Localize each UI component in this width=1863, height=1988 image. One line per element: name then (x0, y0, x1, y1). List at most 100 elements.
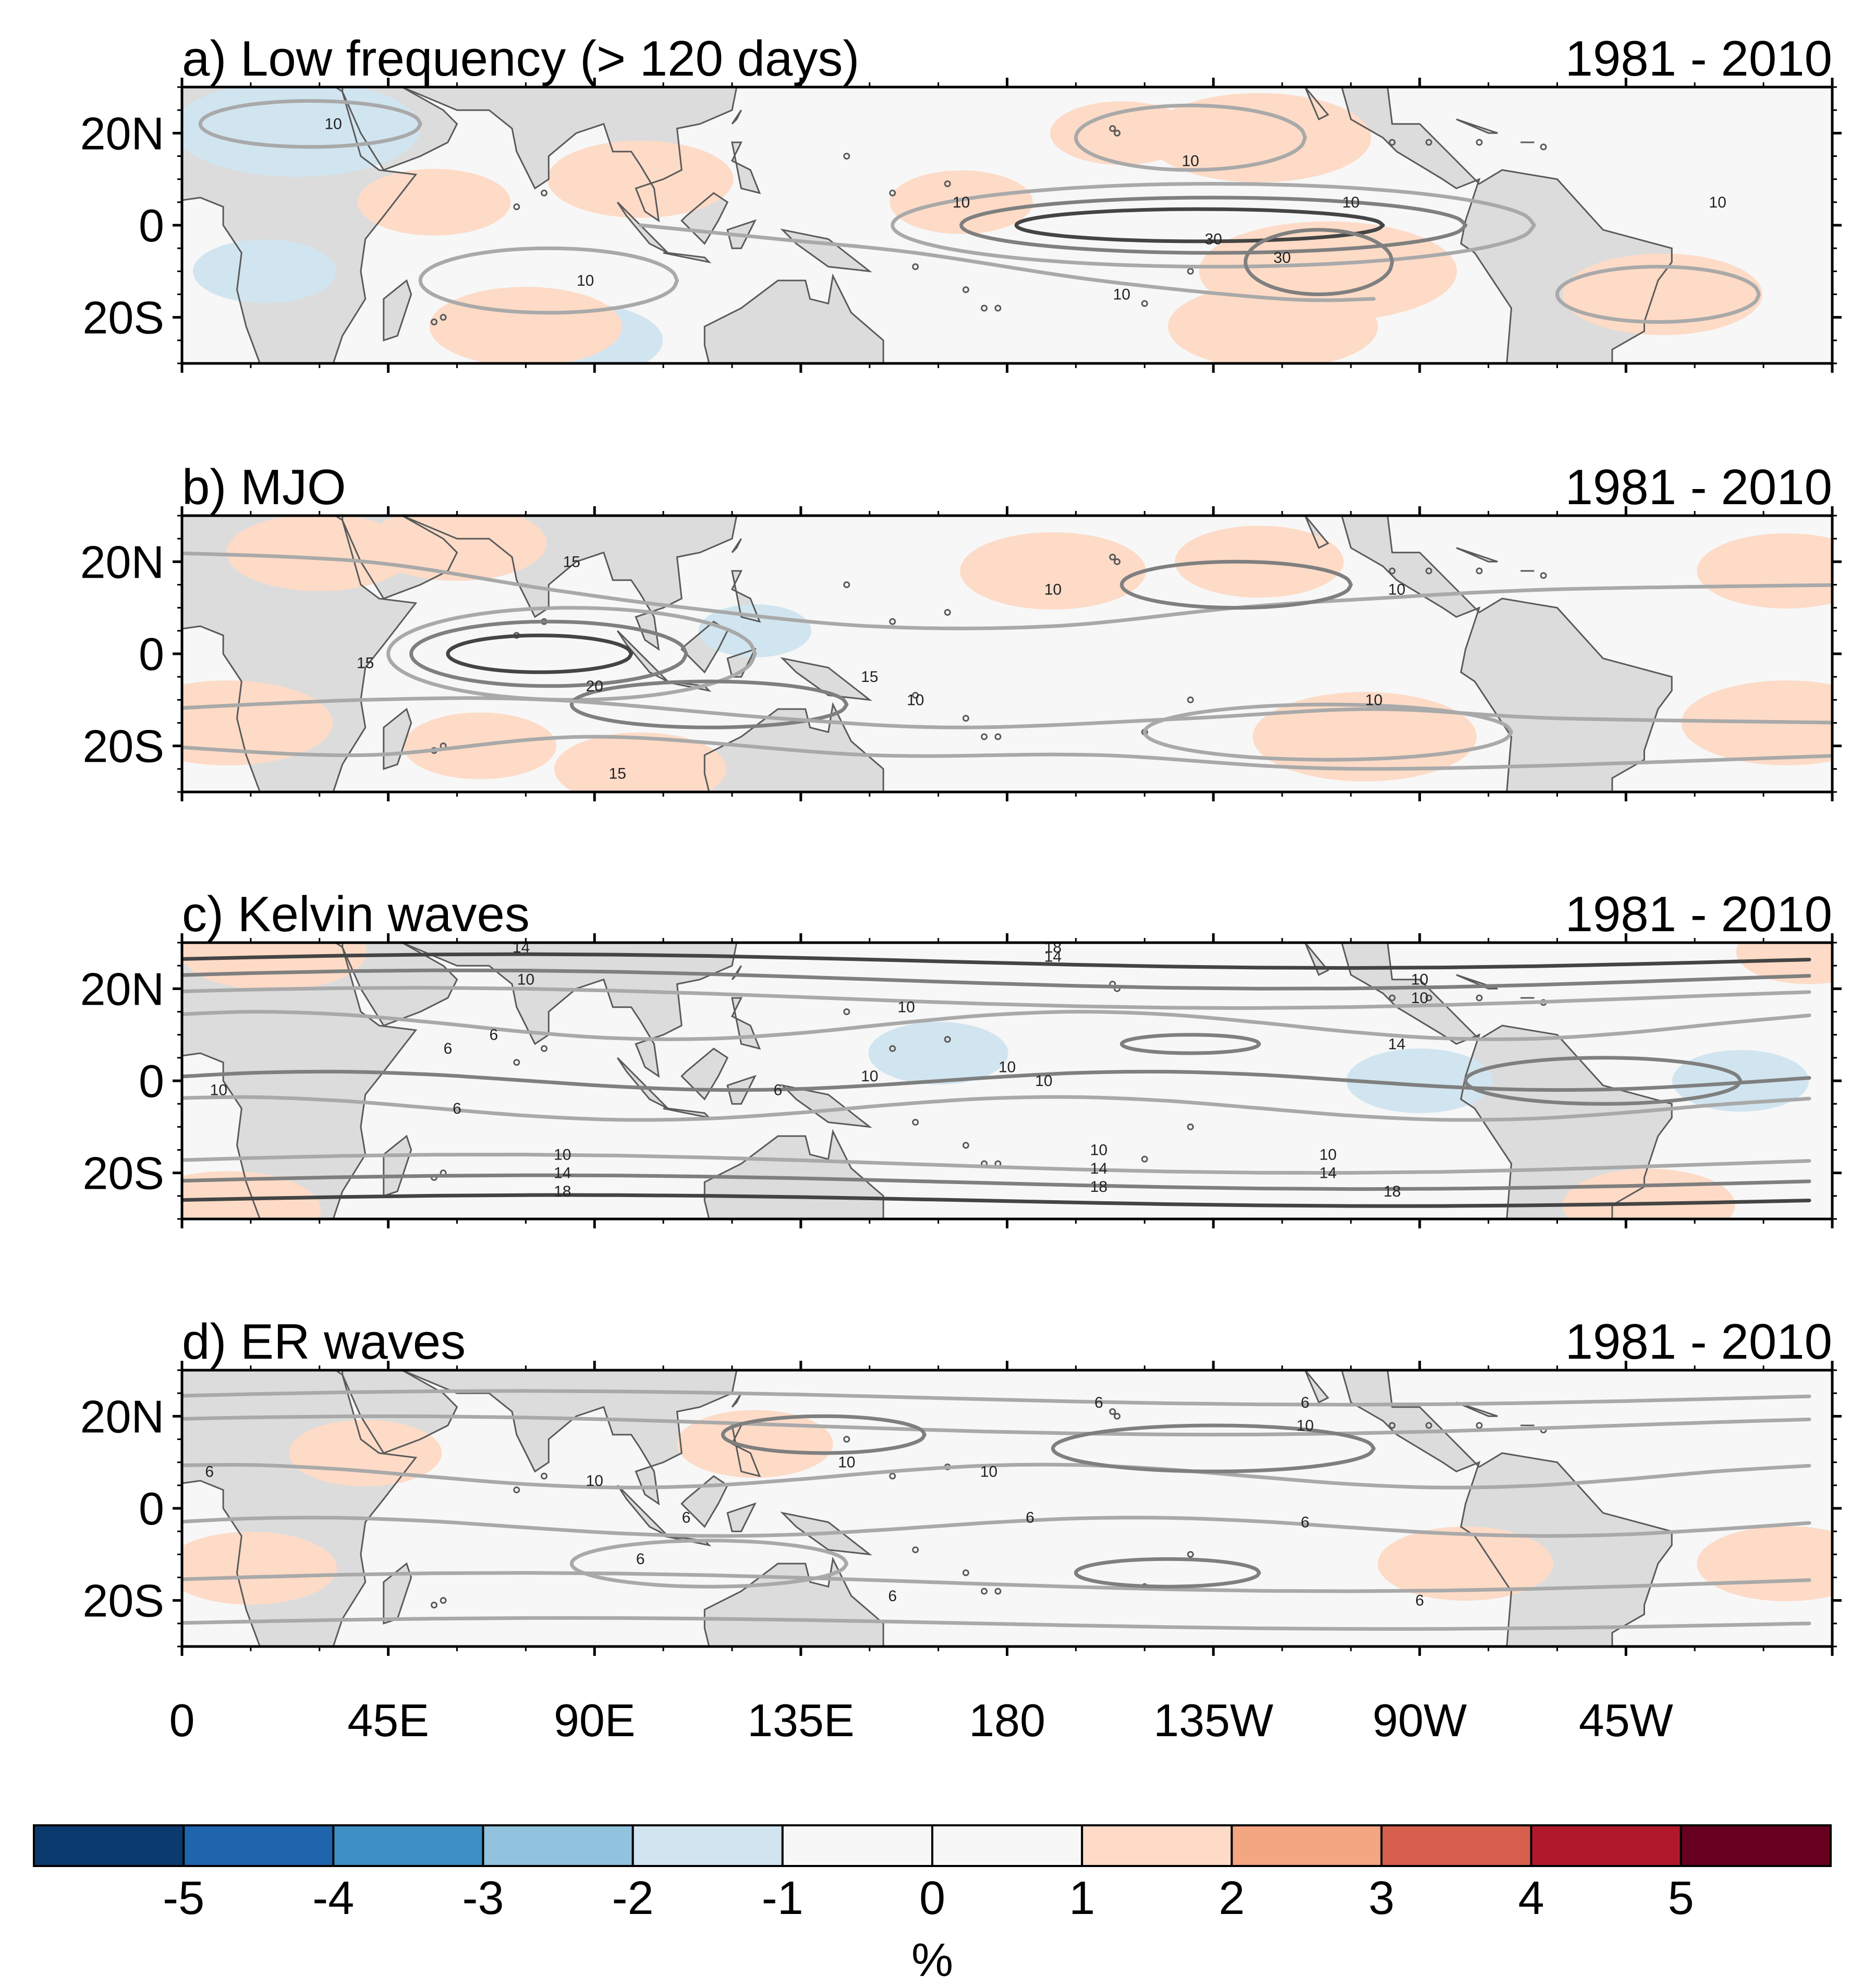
island (1540, 143, 1547, 151)
land-mass (704, 276, 884, 363)
coastline (1304, 87, 1330, 120)
coastline (383, 1135, 412, 1197)
island (1141, 1155, 1148, 1163)
colorbar-tick-label: 5 (1668, 1872, 1694, 1924)
island (912, 692, 919, 699)
colorbar-bin (1380, 1824, 1532, 1867)
coastline (663, 252, 712, 264)
contour-line (182, 1571, 1811, 1593)
anomaly-cell (182, 1531, 337, 1605)
contour-label: 10 (999, 1059, 1016, 1076)
island (1476, 1422, 1483, 1429)
contour-line (182, 1414, 1811, 1437)
map-area: 15 15 20 15 10 15 10 10 10 (182, 516, 1832, 792)
colorbar-tick-label: -1 (762, 1872, 803, 1924)
map-area: 1410661061010141810141810101410141810181… (182, 943, 1832, 1219)
contour-labels: 15 15 20 15 10 15 10 10 10 (357, 553, 1406, 782)
panel-period: 1981 - 2010 (1565, 459, 1832, 515)
longitude-axis: 0 45E 90E 135E 180 135W 90W 45W (169, 1694, 1673, 1746)
coastline (1456, 547, 1498, 563)
panel-title: d) ER waves (182, 1314, 466, 1370)
contour-label: 10 (907, 691, 924, 709)
contour-line (1014, 207, 1385, 243)
island (1476, 994, 1483, 1002)
contour-label: 6 (444, 1040, 453, 1057)
island (962, 1142, 969, 1149)
latitude-tick-label: 20S (82, 721, 164, 772)
map-area: 6 10 6 6 10 10 6 6 6 10 6 6 6 (182, 1370, 1832, 1646)
colorbar-bin (1081, 1824, 1233, 1867)
island (912, 1119, 919, 1126)
land-mass (1342, 943, 1672, 1219)
contour-line (182, 1389, 1811, 1407)
colorbar-bin (1679, 1824, 1832, 1867)
coastline (780, 1084, 872, 1128)
variance-contours (198, 99, 1761, 324)
colorbar-tick-label: -5 (163, 1872, 204, 1924)
island (541, 1472, 548, 1480)
latitude-tick-label: 0 (139, 1055, 164, 1107)
coastline (342, 516, 458, 600)
island (912, 263, 919, 270)
longitude-tick-label: 90E (554, 1694, 636, 1746)
coastline (1341, 87, 1673, 363)
anomaly-cell (182, 87, 420, 177)
longitude-tick-label: 0 (169, 1694, 195, 1746)
contour-label: 15 (861, 668, 878, 686)
anomaly-cell (1736, 943, 1832, 984)
contour-label: 10 (1182, 152, 1199, 169)
island (944, 180, 951, 187)
contour-line (569, 1539, 849, 1589)
coastline (182, 516, 418, 792)
island (994, 733, 1002, 740)
anomaly-shading (182, 516, 1832, 792)
contour-label: 18 (554, 1183, 571, 1200)
land-mass (782, 1085, 870, 1127)
contour-line (182, 952, 1811, 970)
coastline (1456, 118, 1498, 134)
colorbar-tick-label: -4 (312, 1872, 354, 1924)
panel-period: 1981 - 2010 (1565, 886, 1832, 942)
island (962, 715, 969, 722)
contour-label: 10 (554, 1146, 571, 1163)
map-panel-c: c) Kelvin waves 1981 - 201014106610610101… (80, 886, 1842, 1228)
panel-title: b) MJO (182, 459, 346, 515)
contour-label: 10 (1342, 194, 1359, 211)
contour-line (1244, 228, 1394, 297)
coastline (731, 109, 742, 125)
contour-label: 10 (1411, 971, 1428, 989)
latitude-axis: 20N 0 20S (80, 1369, 1842, 1648)
latitude-tick-label: 20S (82, 292, 164, 344)
coastline (383, 279, 412, 342)
contour-line (386, 606, 757, 702)
contour-label: 10 (1296, 1417, 1313, 1434)
coastline (342, 1370, 458, 1454)
coastline (1456, 1401, 1498, 1417)
contour-label: 10 (838, 1454, 855, 1471)
anomaly-cell (1563, 1168, 1735, 1219)
colorbar-bin (33, 1824, 185, 1867)
colorbar-tick-label: -2 (612, 1872, 654, 1924)
contour-label: 10 (1319, 1146, 1336, 1163)
colorbar-bin (781, 1824, 934, 1867)
contour-line (182, 735, 1832, 771)
coastline (730, 997, 761, 1050)
longitude-tick-label: 135E (747, 1694, 855, 1746)
variance-contours (182, 952, 1811, 1208)
coastlines (182, 87, 1673, 363)
coastline (680, 192, 729, 245)
latitude-tick-label: 20N (80, 107, 164, 159)
contour-label: 14 (1388, 1035, 1405, 1053)
coastline (401, 943, 738, 1078)
island (431, 1602, 438, 1608)
panel-title: c) Kelvin waves (182, 886, 530, 942)
colorbar: -5 -4 -3 -2 -1 0 1 2 3 4 5% (33, 1824, 1832, 1986)
island (889, 189, 896, 197)
contour-line (721, 1414, 927, 1455)
island (994, 1588, 1002, 1595)
contour-label: 14 (1044, 948, 1062, 966)
map-area: 10 10 10 10 10 10 30 30 10 (182, 87, 1832, 363)
coastline (342, 87, 458, 171)
colorbar-bin (631, 1824, 784, 1867)
contour-line (1119, 1033, 1261, 1055)
